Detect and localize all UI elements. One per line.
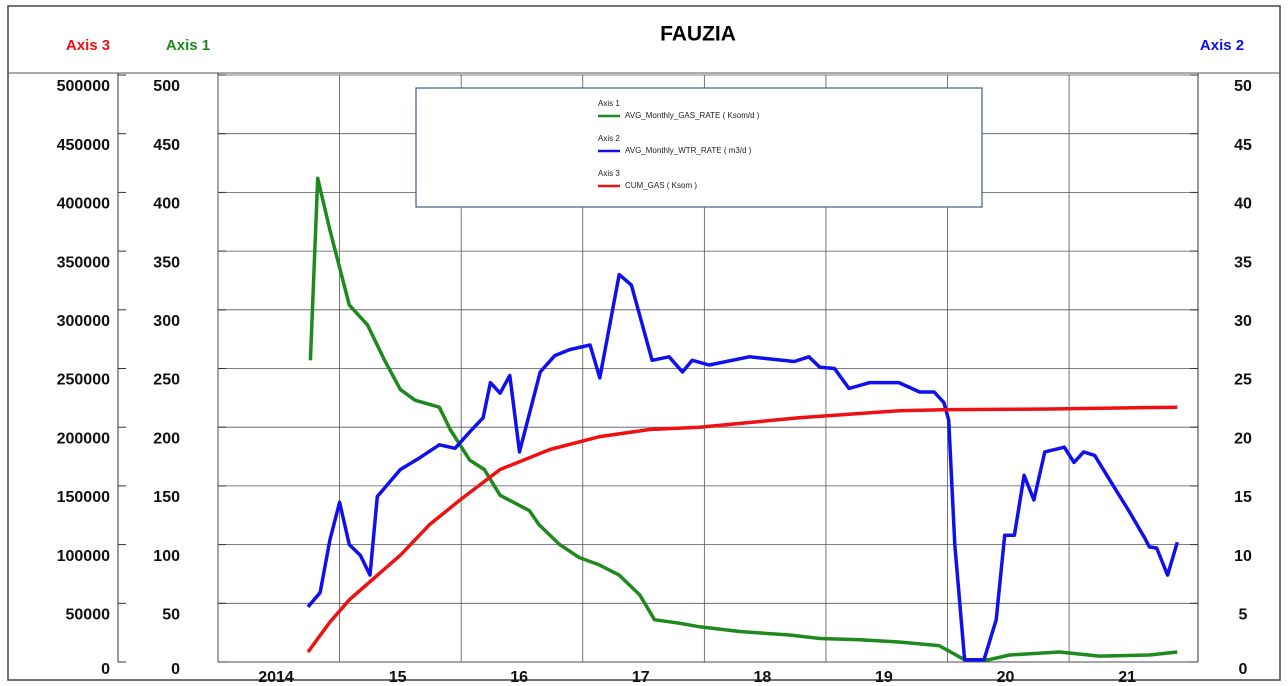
y2-tick-label: 35 xyxy=(1234,254,1252,271)
y-tick-label: 0 xyxy=(171,661,180,678)
axis3-label: Axis 3 xyxy=(66,37,110,54)
x-tick-label: 20 xyxy=(997,669,1015,686)
x-tick-label: 16 xyxy=(510,669,528,686)
legend-axis-label: Axis 2 xyxy=(598,134,620,143)
legend-label: AVG_Monthly_GAS_RATE ( Ksom/d ) xyxy=(625,111,760,120)
y-tick-label: 300 xyxy=(153,313,180,330)
y2-tick-label: 50 xyxy=(1234,78,1252,95)
x-tick-label: 15 xyxy=(389,669,407,686)
y3-tick-label: 400000 xyxy=(57,196,110,213)
axis1-label: Axis 1 xyxy=(166,37,210,54)
y2-tick-label: 5 xyxy=(1239,607,1248,624)
y2-tick-label: 25 xyxy=(1234,372,1252,389)
legend-axis-label: Axis 3 xyxy=(598,169,620,178)
y-tick-label: 100 xyxy=(153,548,180,565)
y2-tick-label: 30 xyxy=(1234,313,1252,330)
chart-title: FAUZIA xyxy=(660,23,736,46)
y2-tick-label: 15 xyxy=(1234,489,1252,506)
y3-tick-label: 500000 xyxy=(57,78,110,95)
axis2-label: Axis 2 xyxy=(1200,37,1244,54)
legend-axis-label: Axis 1 xyxy=(598,99,620,108)
x-tick-label: 21 xyxy=(1118,669,1136,686)
y3-tick-label: 250000 xyxy=(57,372,110,389)
y3-tick-label: 50000 xyxy=(66,607,111,624)
legend-box xyxy=(415,87,983,208)
series-line xyxy=(306,272,1179,662)
legend-label: CUM_GAS ( Ksom ) xyxy=(625,181,697,190)
y-tick-label: 150 xyxy=(153,489,180,506)
y2-tick-label: 10 xyxy=(1234,548,1252,565)
y2-tick-label: 40 xyxy=(1234,196,1252,213)
y3-tick-label: 100000 xyxy=(57,548,110,565)
y3-tick-label: 350000 xyxy=(57,254,110,271)
y-tick-label: 50 xyxy=(162,607,180,624)
y3-tick-label: 200000 xyxy=(57,430,110,447)
y-tick-label: 200 xyxy=(153,430,180,447)
y2-tick-label: 20 xyxy=(1234,430,1252,447)
y3-tick-label: 450000 xyxy=(57,137,110,154)
y-tick-label: 450 xyxy=(153,137,180,154)
y3-tick-label: 300000 xyxy=(57,313,110,330)
x-tick-label: 19 xyxy=(875,669,893,686)
y2-tick-label: 45 xyxy=(1234,137,1252,154)
series-line xyxy=(306,405,1178,654)
x-tick-label: 2014 xyxy=(258,669,294,686)
y-tick-label: 500 xyxy=(153,78,180,95)
legend-label: AVG_Monthly_WTR_RATE ( m3/d ) xyxy=(625,146,752,155)
y3-tick-label: 0 xyxy=(101,661,110,678)
y3-tick-label: 150000 xyxy=(57,489,110,506)
x-tick-label: 17 xyxy=(632,669,650,686)
x-tick-label: 18 xyxy=(753,669,771,686)
y-tick-label: 250 xyxy=(153,372,180,389)
y2-tick-label: 0 xyxy=(1239,661,1248,678)
y-tick-label: 400 xyxy=(153,196,180,213)
y-tick-label: 350 xyxy=(153,254,180,271)
